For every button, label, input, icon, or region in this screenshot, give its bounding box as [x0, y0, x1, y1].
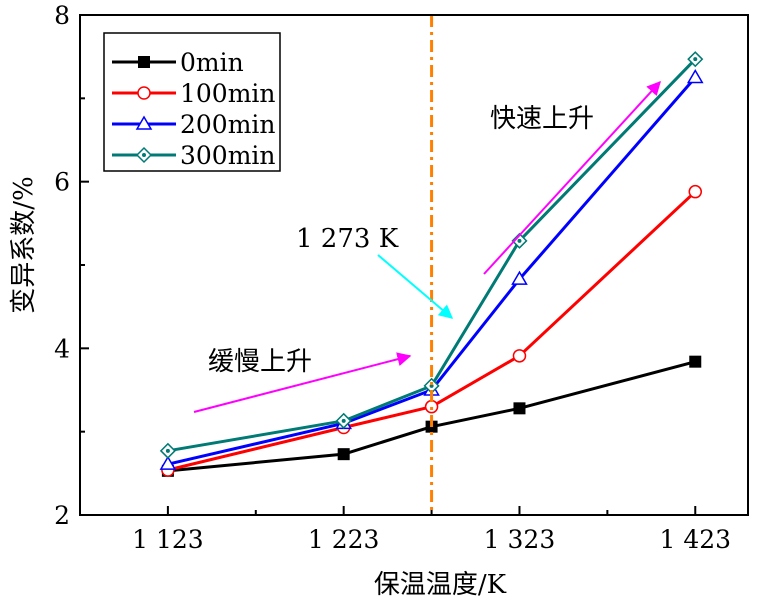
- x-tick-label: 1 323: [484, 525, 556, 554]
- annotation-1273k: 1 273 K: [296, 224, 454, 319]
- annotation-slow-rise: 缓慢上升: [193, 347, 412, 413]
- legend-marker: [138, 56, 150, 68]
- legend-item-100min: 100min: [112, 79, 276, 108]
- data-point-300min-center: [517, 238, 522, 243]
- data-point-100min: [512, 349, 527, 363]
- data-point-100min: [424, 399, 439, 414]
- annotation-fast-rise-label: 快速上升: [490, 104, 594, 134]
- legend-label: 300min: [180, 141, 276, 170]
- series-layer: [159, 51, 704, 477]
- data-point-200min: [511, 270, 528, 285]
- data-point-200min: [686, 69, 704, 84]
- legend-label: 100min: [180, 79, 276, 108]
- x-tick-label: 1 123: [132, 525, 204, 554]
- y-tick-label: 6: [54, 168, 70, 197]
- x-axis-title: 保温温度/K: [374, 570, 507, 600]
- legend-marker-center: [142, 153, 146, 157]
- annotation-slow-rise-arrow: [193, 352, 412, 413]
- annotation-slow-rise-label: 缓慢上升: [208, 347, 312, 377]
- data-point-0min: [513, 402, 526, 415]
- axis-layer: 2 4 6 8 1 123 1 223 1 323 1 423: [54, 1, 731, 554]
- data-point-0min: [337, 448, 350, 461]
- legend-label: 0min: [180, 48, 244, 77]
- data-point-0min: [689, 355, 702, 368]
- legend-marker: [137, 86, 151, 100]
- data-point-200min: [159, 455, 177, 470]
- legend-label: 200min: [180, 110, 276, 139]
- x-tick-label: 1 223: [308, 525, 380, 554]
- y-tick-label: 2: [54, 501, 70, 530]
- legend-box: [103, 32, 281, 172]
- annotation-fast-rise-arrow: [483, 80, 661, 275]
- annotation-1273k-arrow: [377, 254, 454, 319]
- data-point-300min-center: [341, 418, 346, 423]
- legend-item-300min: 300min: [112, 141, 276, 170]
- series-300min: [159, 51, 704, 459]
- legend-marker: [135, 115, 153, 130]
- data-point-100min: [688, 184, 703, 199]
- legend-item-0min: 0min: [112, 48, 244, 77]
- y-tick-label: 8: [54, 1, 70, 30]
- y-axis-title: 变异系数/%: [9, 176, 39, 313]
- legend-item-200min: 200min: [112, 110, 276, 139]
- data-point-300min-center: [165, 448, 170, 453]
- data-point-300min-center: [693, 57, 698, 62]
- annotation-1273k-label: 1 273 K: [296, 224, 399, 254]
- x-tick-label: 1 423: [659, 525, 731, 554]
- annotation-fast-rise: 快速上升: [483, 80, 661, 275]
- y-tick-label: 4: [54, 334, 70, 363]
